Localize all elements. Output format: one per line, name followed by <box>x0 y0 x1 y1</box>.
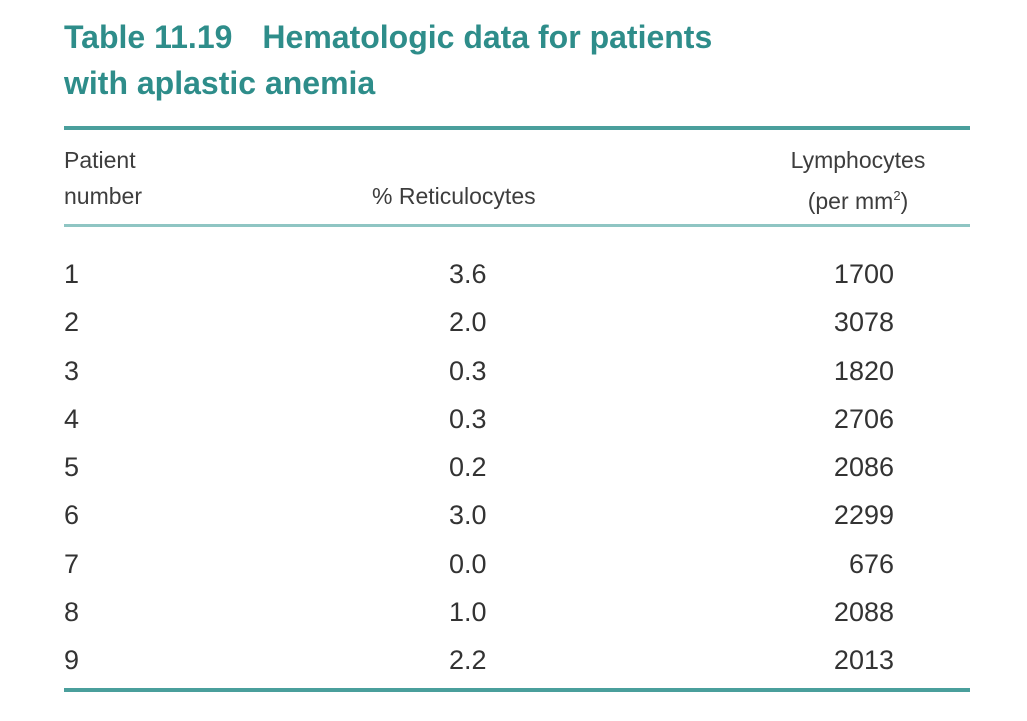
table-row: 6 3.0 2299 <box>64 491 970 539</box>
cell-reticulocytes: 2.0 <box>449 307 487 338</box>
top-rule <box>64 126 970 130</box>
cell-lymphocytes: 2706 <box>833 403 894 434</box>
cell-reticulocytes: 3.6 <box>449 259 487 289</box>
cell-patient-number: 6 <box>64 500 80 531</box>
table-title-line-1: Table 11.19 Hematologic data for patients <box>64 14 964 60</box>
cell-lymphocytes: 3078 <box>833 307 894 338</box>
table-row: 7 0.0 676 <box>64 540 970 588</box>
cell-patient-number: 3 <box>64 355 80 386</box>
cell-patient-number: 5 <box>64 452 80 483</box>
bottom-rule <box>64 688 970 692</box>
table-title: Table 11.19 Hematologic data for patients… <box>64 14 964 106</box>
header-rule <box>64 224 970 227</box>
header-lymph-unit-post: ) <box>900 188 909 214</box>
table-row: 1 3.6 1700 <box>64 250 970 298</box>
cell-lymphocytes: 2086 <box>833 452 894 483</box>
cell-reticulocytes: 0.3 <box>449 355 487 386</box>
cell-reticulocytes: 3.0 <box>449 500 487 531</box>
header-lymph-unit-sup: 2 <box>893 188 901 203</box>
cell-lymphocytes: 1700 <box>833 259 894 289</box>
cell-patient-number: 1 <box>64 259 80 289</box>
header-patient-number: Patient number <box>64 142 142 214</box>
header-patient-line-1: Patient <box>64 147 136 173</box>
header-lymph-unit-pre: (per mm <box>807 188 894 214</box>
cell-reticulocytes: 0.3 <box>449 403 487 434</box>
table-row: 9 2.2 2013 <box>64 636 970 684</box>
header-lymph-line-1: Lymphocytes <box>790 147 926 173</box>
table-row: 3 0.3 1820 <box>64 347 970 395</box>
table-title-line-2: with aplastic anemia <box>64 65 376 101</box>
cell-reticulocytes: 0.0 <box>449 548 487 579</box>
cell-reticulocytes: 1.0 <box>449 597 487 628</box>
table-row: 4 0.3 2706 <box>64 395 970 443</box>
cell-patient-number: 8 <box>64 597 80 628</box>
table-body: 1 3.6 1700 2 2.0 3078 3 0.3 1820 4 0.3 2… <box>64 250 970 685</box>
cell-lymphocytes: 676 <box>848 548 894 579</box>
table-row: 5 0.2 2086 <box>64 443 970 491</box>
cell-lymphocytes: 2088 <box>833 597 894 628</box>
header-reticulocytes: % Reticulocytes <box>372 183 536 209</box>
cell-lymphocytes: 2299 <box>833 500 894 531</box>
table-number: Table 11.19 <box>64 19 233 55</box>
header-lymph-line-2: (per mm2) <box>768 178 948 219</box>
cell-patient-number: 7 <box>64 548 80 579</box>
table-row: 8 1.0 2088 <box>64 588 970 636</box>
cell-patient-number: 4 <box>64 403 80 434</box>
cell-patient-number: 2 <box>64 307 80 338</box>
table-row: 2 2.0 3078 <box>64 298 970 346</box>
cell-reticulocytes: 0.2 <box>449 452 487 483</box>
header-patient-line-2: number <box>64 183 142 209</box>
header-lymphocytes: Lymphocytes (per mm2) <box>768 142 948 219</box>
table-title-text: Hematologic data for patients <box>262 19 713 55</box>
cell-lymphocytes: 1820 <box>833 355 894 386</box>
cell-patient-number: 9 <box>64 645 80 676</box>
cell-reticulocytes: 2.2 <box>449 645 487 676</box>
cell-lymphocytes: 2013 <box>833 645 894 676</box>
